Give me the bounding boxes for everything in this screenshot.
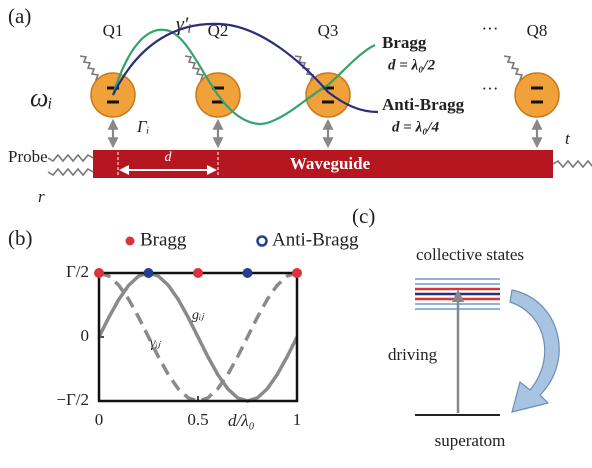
level-label: superatom: [435, 431, 506, 450]
waveguide-label: Waveguide: [290, 154, 371, 173]
reflection-spring: [48, 169, 93, 175]
point: [144, 268, 154, 278]
x-tick-label: 0.5: [187, 410, 208, 429]
legend-marker: [126, 237, 135, 246]
curve: [99, 273, 297, 401]
legend-marker: [258, 237, 267, 246]
transmission-label: t: [565, 129, 571, 148]
input-spring: [48, 155, 93, 161]
y-tick-label: 0: [81, 326, 90, 345]
bragg-condition: d = λ₀/2: [388, 57, 436, 73]
legend-label: Bragg: [140, 229, 187, 250]
point: [243, 268, 253, 278]
y-tick-label: Γ/2: [66, 262, 89, 281]
qubit-label: Q3: [318, 21, 339, 40]
panel-label: (a): [8, 4, 31, 28]
anti-bragg-condition: d = λ₀/4: [392, 119, 440, 135]
panel-label: (c): [352, 204, 375, 228]
anti-bragg-label: Anti-Bragg: [382, 95, 465, 114]
qubit-label: Q8: [527, 21, 548, 40]
panel-a: (a) Q1 Q2 Q3 Q8 ··· ··· γ′ᵢ ωᵢ Γᵢ Probe …: [8, 4, 592, 206]
legend-label: Anti-Bragg: [272, 229, 359, 250]
x-tick-label: 1: [293, 410, 302, 429]
y-tick-label: −Γ/2: [56, 390, 89, 409]
ellipsis: ···: [482, 19, 499, 38]
point: [193, 268, 203, 278]
coupling-label: Γᵢ: [136, 117, 149, 136]
spring: [80, 56, 100, 82]
spring: [504, 56, 524, 82]
x-axis-label: d/λ₀: [228, 411, 255, 430]
x-tick-label: 0: [95, 410, 104, 429]
figure: (a) Q1 Q2 Q3 Q8 ··· ··· γ′ᵢ ωᵢ Γᵢ Probe …: [0, 0, 592, 468]
ellipsis: ···: [482, 79, 499, 98]
reflection-label: r: [38, 187, 45, 206]
panel-b: (b) d/λ₀ −Γ/2 0 Γ/2 0 0.5 1 gᵢⱼ γᵢⱼ Bragg Anti-Br…: [8, 226, 359, 430]
bragg-label: Bragg: [382, 33, 427, 52]
level-label: driving: [388, 345, 438, 364]
qubit-label: Q1: [103, 21, 124, 40]
spacing-label: d: [165, 150, 173, 165]
qubit: [515, 73, 559, 117]
level-label: collective states: [416, 245, 524, 264]
frequency-label: ωᵢ: [30, 83, 52, 112]
point: [94, 268, 104, 278]
decay-arrow: [510, 290, 559, 412]
decay-label: γ′ᵢ: [176, 14, 191, 36]
curve-label: γᵢⱼ: [150, 336, 162, 351]
point: [292, 268, 302, 278]
panel-c: (c) collective states driving superatom: [352, 204, 559, 450]
panel-label: (b): [8, 226, 33, 250]
curve-label: gᵢⱼ: [192, 308, 205, 323]
output-spring: [553, 161, 592, 167]
probe-label: Probe: [8, 147, 48, 166]
